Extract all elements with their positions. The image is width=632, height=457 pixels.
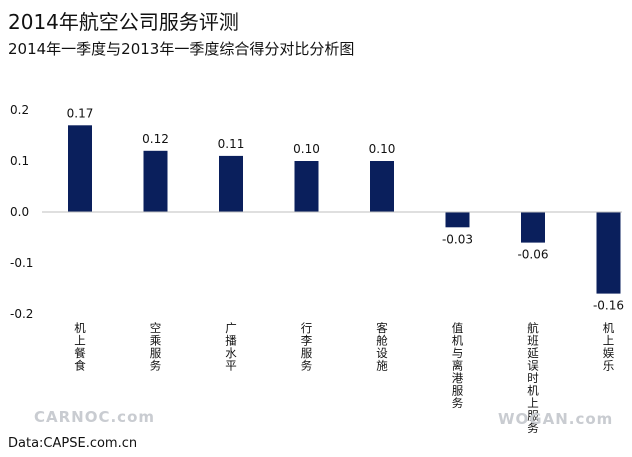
- bar: [521, 212, 545, 243]
- bar: [370, 161, 394, 212]
- y-tick-label: -0.2: [10, 307, 33, 321]
- bar: [294, 161, 319, 212]
- watermark-left: CARNOC.com: [34, 408, 156, 426]
- value-labels: 0.17 0.12 0.11 0.10 0.10 -0.03 -0.06 -0.16: [67, 106, 624, 312]
- x-tick-label: 值机与离港服务: [452, 321, 464, 410]
- y-axis-ticks: 0.2 0.1 0.0 -0.1 -0.2: [10, 103, 33, 321]
- bar: [143, 150, 168, 212]
- value-label: -0.06: [517, 248, 548, 262]
- x-axis-labels: 机上餐食 空乘服务 广播水平 行李服务 客舱设施 值机与离港服务 航班延误时机上服务 机上娱乐: [74, 321, 615, 435]
- x-tick-label: 广播水平: [225, 321, 237, 373]
- bar: [68, 125, 92, 212]
- x-tick-label: 行李服务: [301, 321, 313, 373]
- x-tick-label: 客舱设施: [376, 321, 388, 373]
- bars: [68, 125, 621, 294]
- x-tick-label: 航班延误时机上服务: [527, 321, 539, 435]
- bar: [596, 212, 621, 294]
- value-label: 0.10: [293, 142, 320, 156]
- chart-title: 2014年航空公司服务评测: [8, 10, 239, 34]
- value-label: 0.11: [218, 137, 245, 151]
- y-tick-label: 0.1: [10, 154, 29, 168]
- x-tick-label: 机上娱乐: [603, 321, 615, 373]
- y-tick-label: 0.2: [10, 103, 29, 117]
- value-label: 0.10: [369, 142, 396, 156]
- value-label: 0.12: [142, 132, 169, 146]
- y-tick-label: -0.1: [10, 256, 33, 270]
- chart-subtitle: 2014年一季度与2013年一季度综合得分对比分析图: [8, 40, 355, 58]
- value-label: 0.17: [67, 106, 94, 120]
- value-label: -0.03: [442, 232, 473, 246]
- x-tick-label: 机上餐食: [74, 321, 86, 373]
- value-label: -0.16: [593, 299, 624, 313]
- bar: [445, 212, 470, 228]
- x-tick-label: 空乘服务: [150, 321, 162, 373]
- watermark-right: WOGAN.com: [498, 410, 614, 428]
- bar: [219, 155, 243, 212]
- data-source: Data:CAPSE.com.cn: [8, 436, 138, 451]
- y-tick-label: 0.0: [10, 205, 29, 219]
